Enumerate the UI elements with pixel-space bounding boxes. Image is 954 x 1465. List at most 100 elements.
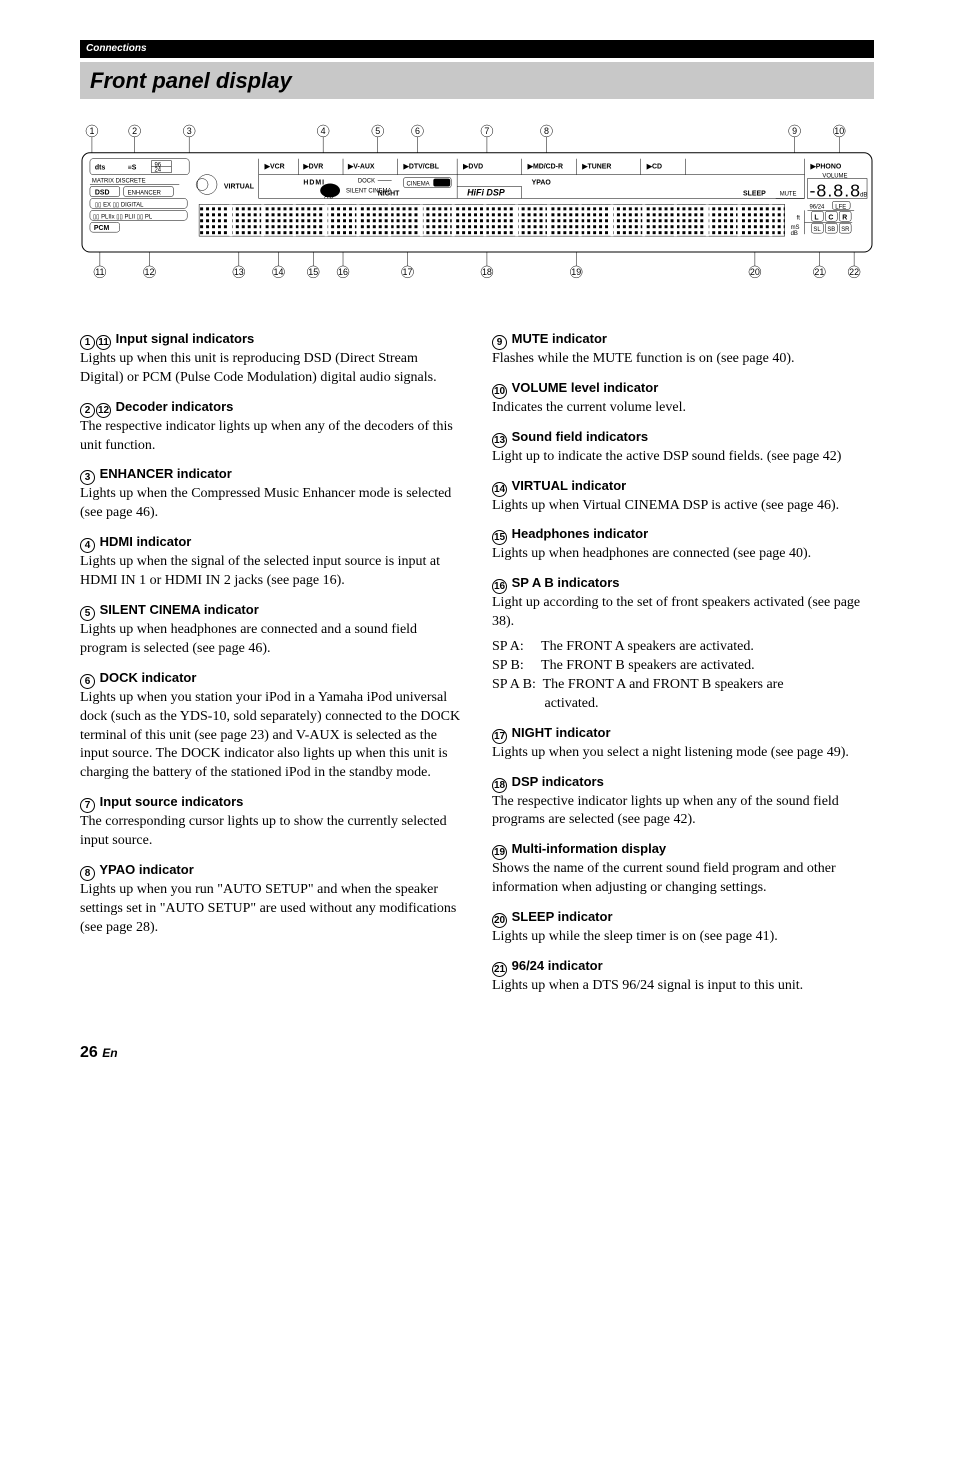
item-body: The respective indicator lights up when … bbox=[492, 793, 874, 831]
callout-number-icon: 5 bbox=[80, 606, 95, 621]
description-item: 7 Input source indicatorsThe correspondi… bbox=[80, 793, 462, 851]
svg-text:SLEEP: SLEEP bbox=[743, 191, 766, 198]
description-item: 14 VIRTUAL indicatorLights up when Virtu… bbox=[492, 477, 874, 516]
callouts-bottom: 11 12 13 14 15 16 17 18 19 20 21 22 bbox=[94, 252, 860, 278]
svg-text:CINEMA: CINEMA bbox=[407, 182, 430, 188]
item-heading: 15 Headphones indicator bbox=[492, 525, 874, 545]
svg-text:5: 5 bbox=[375, 126, 380, 136]
item-title: Multi-information display bbox=[508, 841, 666, 856]
item-heading: 21 96/24 indicator bbox=[492, 957, 874, 977]
svg-text:21: 21 bbox=[814, 267, 824, 277]
item-title: YPAO indicator bbox=[96, 862, 194, 877]
callout-number-icon: 18 bbox=[492, 778, 507, 793]
description-item: 21 96/24 indicatorLights up when a DTS 9… bbox=[492, 957, 874, 996]
item-body: Lights up when Virtual CINEMA DSP is act… bbox=[492, 497, 874, 516]
item-heading: 17 NIGHT indicator bbox=[492, 724, 874, 744]
callout-number-icon: 1 bbox=[80, 335, 95, 350]
svg-text:YPAO: YPAO bbox=[532, 180, 552, 187]
item-heading: 10 VOLUME level indicator bbox=[492, 379, 874, 399]
svg-text:9: 9 bbox=[792, 126, 797, 136]
svg-text:12: 12 bbox=[145, 267, 155, 277]
description-item: 4 HDMI indicatorLights up when the signa… bbox=[80, 533, 462, 591]
svg-text:DOCK: DOCK bbox=[358, 179, 375, 185]
item-heading: 6 DOCK indicator bbox=[80, 669, 462, 689]
callout-number-icon: 15 bbox=[492, 530, 507, 545]
svg-text:PCM: PCM bbox=[94, 225, 110, 232]
svg-text:SR: SR bbox=[841, 227, 850, 233]
svg-text:▶DVD: ▶DVD bbox=[462, 164, 483, 171]
item-heading: 13 Sound field indicators bbox=[492, 428, 874, 448]
svg-text:▶VCR: ▶VCR bbox=[264, 164, 285, 171]
svg-text:dB: dB bbox=[791, 231, 798, 237]
item-body: Shows the name of the current sound fiel… bbox=[492, 860, 874, 898]
callout-number-icon: 8 bbox=[80, 866, 95, 881]
svg-text:▶CD: ▶CD bbox=[646, 164, 662, 171]
item-title: Decoder indicators bbox=[112, 399, 233, 414]
item-body: Flashes while the MUTE function is on (s… bbox=[492, 350, 874, 369]
svg-text:SL: SL bbox=[813, 227, 821, 233]
description-item: 13 Sound field indicatorsLight up to ind… bbox=[492, 428, 874, 467]
item-body: The respective indicator lights up when … bbox=[80, 418, 462, 456]
svg-text:96/24: 96/24 bbox=[809, 205, 825, 211]
item-title: Headphones indicator bbox=[508, 526, 648, 541]
callout-number-icon: 3 bbox=[80, 470, 95, 485]
item-title: Sound field indicators bbox=[508, 429, 648, 444]
svg-text:▶PHONO: ▶PHONO bbox=[809, 164, 841, 171]
page-number: 26 bbox=[80, 1044, 98, 1061]
sp-definition-row: SP B: The FRONT B speakers are activated… bbox=[492, 657, 874, 676]
svg-text:A B: A B bbox=[324, 195, 333, 201]
svg-text:L: L bbox=[814, 214, 819, 221]
item-body: Lights up when headphones are connected … bbox=[80, 621, 462, 659]
svg-text:▶DTV/CBL: ▶DTV/CBL bbox=[403, 164, 440, 171]
svg-text:17: 17 bbox=[403, 267, 413, 277]
page-footer: 26 En bbox=[80, 1042, 874, 1064]
callout-number-icon: 13 bbox=[492, 433, 507, 448]
svg-text:C: C bbox=[828, 214, 833, 221]
item-heading: 5 SILENT CINEMA indicator bbox=[80, 601, 462, 621]
svg-text:-8.8.8: -8.8.8 bbox=[809, 181, 861, 201]
svg-text:DSD: DSD bbox=[95, 190, 110, 197]
section-header: Connections bbox=[80, 40, 874, 58]
description-item: 3 ENHANCER indicatorLights up when the C… bbox=[80, 465, 462, 523]
svg-text:20: 20 bbox=[750, 267, 760, 277]
description-item: 18 DSP indicatorsThe respective indicato… bbox=[492, 773, 874, 831]
svg-text:7: 7 bbox=[484, 126, 489, 136]
item-body: Lights up when this unit is reproducing … bbox=[80, 350, 462, 388]
item-title: 96/24 indicator bbox=[508, 958, 603, 973]
item-title: Input signal indicators bbox=[112, 331, 254, 346]
item-body: Lights up when headphones are connected … bbox=[492, 545, 874, 564]
svg-text:MATRIX DISCRETE: MATRIX DISCRETE bbox=[92, 179, 146, 185]
item-heading: 8 YPAO indicator bbox=[80, 861, 462, 881]
description-item: 16 SP A B indicatorsLight up according t… bbox=[492, 574, 874, 713]
svg-text:22: 22 bbox=[849, 267, 859, 277]
callout-number-icon: 17 bbox=[492, 729, 507, 744]
svg-text:HiFi DSP: HiFi DSP bbox=[467, 188, 505, 198]
svg-text:10: 10 bbox=[834, 126, 844, 136]
item-title: MUTE indicator bbox=[508, 331, 607, 346]
callout-number-icon: 7 bbox=[80, 798, 95, 813]
callout-number-icon: 14 bbox=[492, 482, 507, 497]
item-heading: 9 MUTE indicator bbox=[492, 330, 874, 350]
callout-number-icon: 19 bbox=[492, 845, 507, 860]
description-item: 20 SLEEP indicatorLights up while the sl… bbox=[492, 908, 874, 947]
callout-number-icon: 4 bbox=[80, 538, 95, 553]
svg-text:LFE: LFE bbox=[835, 205, 846, 211]
callouts-top: 1 2 3 4 5 6 7 8 9 10 bbox=[86, 125, 845, 153]
description-item: 19 Multi-information displayShows the na… bbox=[492, 840, 874, 898]
item-title: DOCK indicator bbox=[96, 670, 196, 685]
description-item: 8 YPAO indicatorLights up when you run "… bbox=[80, 861, 462, 938]
svg-text:dB: dB bbox=[860, 193, 867, 199]
item-title: NIGHT indicator bbox=[508, 725, 611, 740]
svg-text:▯▯ EX ▯▯ DIGITAL: ▯▯ EX ▯▯ DIGITAL bbox=[95, 203, 144, 209]
item-body: Lights up when you run "AUTO SETUP" and … bbox=[80, 881, 462, 938]
svg-text:▶DVR: ▶DVR bbox=[302, 164, 323, 171]
callout-number-icon: 9 bbox=[492, 335, 507, 350]
description-item: 9 MUTE indicatorFlashes while the MUTE f… bbox=[492, 330, 874, 369]
svg-text:ENHANCER: ENHANCER bbox=[128, 191, 162, 197]
item-heading: 212 Decoder indicators bbox=[80, 398, 462, 418]
callout-number-icon: 2 bbox=[80, 403, 95, 418]
item-heading: 19 Multi-information display bbox=[492, 840, 874, 860]
svg-text:4: 4 bbox=[321, 126, 326, 136]
item-heading: 3 ENHANCER indicator bbox=[80, 465, 462, 485]
description-item: 6 DOCK indicatorLights up when you stati… bbox=[80, 669, 462, 783]
